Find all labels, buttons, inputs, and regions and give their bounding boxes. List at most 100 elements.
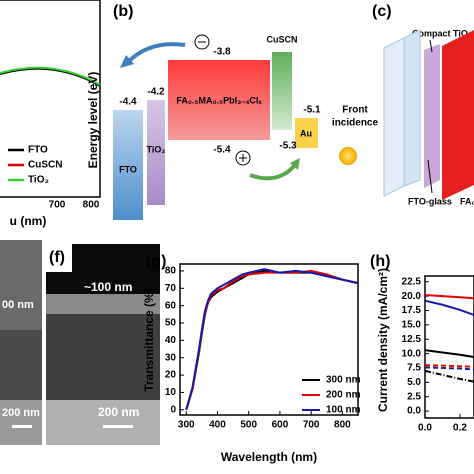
y-tick-label: 80 xyxy=(165,266,177,277)
x-tick-label: 800 xyxy=(334,420,351,431)
x-axis-label: u (nm) xyxy=(10,214,47,228)
legend-label: FTO xyxy=(28,145,48,156)
layer-name: Au xyxy=(300,128,312,138)
x-tick-label: 600 xyxy=(272,420,289,431)
x-tick-label: 0.0 xyxy=(418,423,432,434)
perovskite xyxy=(442,30,474,200)
hole xyxy=(235,150,251,166)
y-tick-label: 10 xyxy=(165,387,177,398)
panel-label: (c) xyxy=(372,3,392,20)
legend-label: 300 nm xyxy=(326,375,361,386)
caption: FTO-glass xyxy=(408,196,452,206)
x-tick-label: 800 xyxy=(83,200,100,211)
x-tick-label: 300 xyxy=(178,420,195,431)
y-axis-label: Energy level (eV) xyxy=(86,72,100,169)
sem-layer xyxy=(0,330,42,400)
legend-label: CuSCN xyxy=(28,160,62,171)
scale-label: 00 nm xyxy=(2,299,34,311)
sem-layer xyxy=(46,400,160,445)
y-tick-label: 5.0 xyxy=(407,377,421,388)
legend-label: TiO₂ xyxy=(28,175,49,186)
arrowhead xyxy=(290,158,300,170)
level: -3.8 xyxy=(213,47,231,58)
legend-label: 100 nm xyxy=(326,405,361,416)
x-tick-label: 700 xyxy=(49,200,66,211)
y-axis-label: Current density (mA/cm²) xyxy=(376,268,390,412)
cuscn-layer xyxy=(272,52,292,130)
level: -4.2 xyxy=(147,87,165,98)
y-axis-label: Transmittance (%) xyxy=(142,288,156,391)
y-tick-label: 2.5 xyxy=(407,391,421,402)
panel-g: (g) Transmittance (%) Wavelength (nm) 0 1… xyxy=(142,253,360,464)
panel-b: (b) Energy level (eV) -4.4 -4.2 -3.8 -5.… xyxy=(86,3,378,220)
electron xyxy=(194,34,210,50)
layer-name: TiO₂ xyxy=(147,144,166,154)
y-tick-label: 20.0 xyxy=(402,291,422,302)
fto-layer xyxy=(113,110,143,220)
incidence: Front xyxy=(342,105,368,116)
series-line xyxy=(425,299,474,317)
tio2 xyxy=(424,44,440,188)
y-tick-label: 0 xyxy=(170,404,176,415)
level: -5.3 xyxy=(279,141,297,152)
arrowhead xyxy=(120,55,134,68)
x-axis-label: Wavelength (nm) xyxy=(221,450,317,464)
y-tick-label: 50 xyxy=(165,318,177,329)
y-tick-label: 40 xyxy=(165,335,177,346)
legend-label: 200 nm xyxy=(326,390,361,401)
scale-label: 200 nm xyxy=(2,407,40,419)
caption: Compact TiO₂ xyxy=(412,28,472,38)
scale-label: 200 nm xyxy=(98,405,139,419)
incidence: incidence xyxy=(332,118,379,129)
series-line xyxy=(185,268,358,411)
tio2-layer xyxy=(147,100,165,205)
scale-label: ~100 nm xyxy=(84,280,132,294)
series-line xyxy=(425,364,474,368)
plus xyxy=(239,154,247,162)
level: -4.4 xyxy=(119,97,137,108)
sem-layer xyxy=(0,400,42,445)
y-tick-label: 60 xyxy=(165,300,177,311)
panel-label: (g) xyxy=(146,253,166,270)
pointer xyxy=(427,159,433,194)
panel-label: (b) xyxy=(113,3,133,20)
au-layer xyxy=(295,118,318,148)
plot-frame xyxy=(424,275,474,419)
arrow xyxy=(126,42,186,64)
panel-label: (f) xyxy=(49,249,65,266)
perovskite-layer xyxy=(168,60,270,140)
plot-frame xyxy=(179,263,359,416)
level: -5.4 xyxy=(213,145,231,156)
curve xyxy=(0,66,101,86)
y-tick-label: 12.5 xyxy=(402,334,422,345)
sem-layer xyxy=(46,314,160,400)
series-line xyxy=(425,366,474,371)
x-tick-label: 700 xyxy=(303,420,320,431)
sem-layer xyxy=(46,294,160,314)
panel-c: (c) Compact TiO₂ FTO-glass FA₀ xyxy=(372,3,474,206)
x-tick-label: 400 xyxy=(209,420,226,431)
y-tick-label: 20 xyxy=(165,370,177,381)
layer-name: CuSCN xyxy=(267,34,298,44)
x-tick-label: 0.2 xyxy=(453,423,467,434)
y-tick-label: 30 xyxy=(165,352,177,363)
scale-bar xyxy=(12,425,32,428)
scale-bar xyxy=(103,425,133,428)
level: -5.1 xyxy=(303,105,321,116)
sun-icon xyxy=(339,147,357,165)
pointer xyxy=(429,39,433,53)
panel-label: (h) xyxy=(370,253,390,270)
x-tick-label: 500 xyxy=(240,420,257,431)
y-tick-label: 7.5 xyxy=(407,363,421,374)
y-tick-label: 0.0 xyxy=(407,406,421,417)
layer-name: FA₀.₅MA₀.₅PbI₃₋ₓClₓ xyxy=(176,95,262,105)
caption: FA₀ xyxy=(460,196,474,206)
glass xyxy=(383,37,405,197)
arrow xyxy=(249,163,297,181)
y-tick-label: 17.5 xyxy=(402,305,422,316)
panel-h: (h) Current density (mA/cm²) 0.0 2.5 5.0 7.… xyxy=(370,253,474,434)
series-line xyxy=(425,349,474,359)
series-line xyxy=(425,369,474,383)
glass xyxy=(403,29,421,187)
